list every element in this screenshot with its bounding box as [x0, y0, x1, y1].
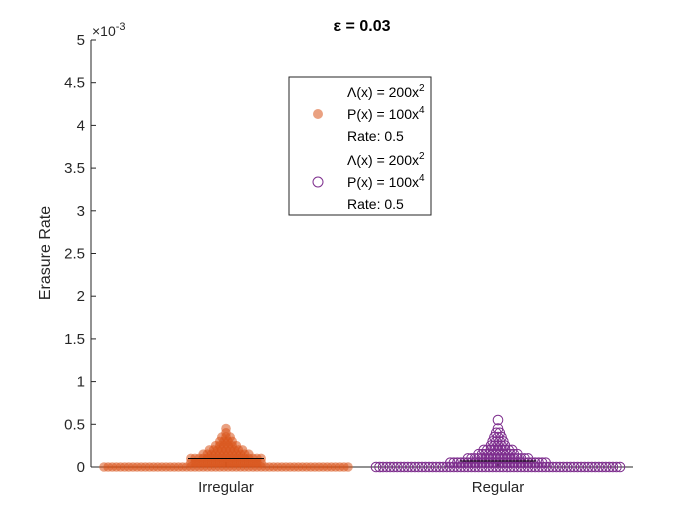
- y-tick-label: 1.5: [64, 331, 85, 348]
- regular-point: [402, 461, 414, 473]
- regular-point: [413, 461, 424, 473]
- legend-text: Λ(x) = 200x2: [347, 83, 425, 100]
- regular-point: [572, 461, 583, 473]
- regular-point: [586, 461, 598, 473]
- y-tick-label: 3: [77, 203, 85, 220]
- regular-point: [614, 461, 626, 473]
- regular-point: [448, 457, 460, 469]
- regular-point: [388, 461, 399, 473]
- y-multiplier-base: ×10: [92, 23, 116, 39]
- regular-point: [575, 461, 587, 473]
- regular-point: [370, 461, 382, 473]
- y-axis-label: Erasure Rate: [37, 206, 54, 300]
- regular-point: [558, 461, 569, 473]
- regular-point: [568, 461, 580, 473]
- regular-point: [607, 461, 619, 473]
- legend-text: Λ(x) = 200x2: [347, 151, 425, 168]
- regular-point: [416, 461, 428, 473]
- regular-point: [427, 461, 438, 473]
- regular-point: [391, 461, 403, 473]
- regular-point: [398, 461, 410, 473]
- regular-point: [430, 461, 442, 473]
- regular-point: [492, 414, 504, 426]
- legend: Λ(x) = 200x2 P(x) = 100x4 Rate: 0.5 Λ(x) = …: [288, 76, 432, 216]
- legend-marker-regular: [312, 176, 324, 188]
- regular-point: [423, 461, 435, 473]
- regular-point: [522, 453, 534, 464]
- regular-point: [434, 461, 445, 473]
- regular-point: [579, 461, 590, 473]
- regular-point: [551, 461, 562, 473]
- y-multiplier: ×10-3: [92, 21, 126, 39]
- y-tick-label: 2: [77, 288, 85, 305]
- regular-point: [492, 423, 504, 434]
- y-tick-label: 2.5: [64, 246, 85, 263]
- regular-point: [420, 461, 431, 473]
- regular-point: [561, 461, 573, 473]
- legend-text: P(x) = 100x4: [347, 173, 425, 190]
- x-tick-label: Regular: [472, 479, 525, 496]
- regular-point: [565, 461, 576, 473]
- regular-point: [462, 453, 474, 464]
- y-tick-label: 5: [77, 32, 85, 49]
- regular-point: [600, 461, 612, 473]
- legend-box: [288, 76, 432, 216]
- regular-point: [473, 448, 484, 460]
- regular-point: [384, 461, 396, 473]
- y-tick-label: 0: [77, 459, 85, 476]
- y-tick-label: 4: [77, 117, 85, 134]
- regular-point: [374, 461, 385, 473]
- y-tick-label: 1: [77, 374, 85, 391]
- regular-point: [597, 461, 608, 473]
- regular-point: [452, 457, 463, 469]
- regular-point: [554, 461, 566, 473]
- y-multiplier-exp: -3: [116, 21, 126, 33]
- data-points: [99, 414, 626, 473]
- legend-text: Rate: 0.5: [347, 128, 404, 144]
- regular-point: [512, 448, 523, 460]
- median-lines: [188, 457, 536, 462]
- x-tick-label: Irregular: [198, 479, 254, 496]
- y-tick-label: 3.5: [64, 160, 85, 177]
- regular-point: [611, 461, 622, 473]
- regular-point: [604, 461, 615, 473]
- y-axis-ticks: 0 0.5 1 1.5 2 2.5 3 3.5 4 4.5 5: [64, 32, 96, 476]
- x-axis-ticks: Irregular Regular: [198, 462, 524, 496]
- regular-point: [593, 461, 605, 473]
- regular-point: [444, 457, 456, 469]
- regular-point: [589, 461, 601, 473]
- regular-point: [533, 457, 544, 469]
- regular-point: [381, 461, 392, 473]
- legend-marker-irregular: [313, 109, 323, 119]
- y-tick-label: 4.5: [64, 75, 85, 92]
- legend-text: Rate: 0.5: [347, 196, 404, 212]
- regular-point: [406, 461, 417, 473]
- irregular-point: [343, 462, 353, 472]
- svg-text:×10-3: ×10-3: [92, 21, 126, 39]
- regular-point: [540, 457, 552, 469]
- regular-point: [409, 461, 421, 473]
- irregular-point: [221, 423, 231, 434]
- regular-point: [536, 457, 548, 469]
- legend-text: P(x) = 100x4: [347, 105, 425, 122]
- chart-title: ε = 0.03: [334, 18, 391, 35]
- regular-point: [377, 461, 389, 473]
- regular-point: [395, 461, 407, 473]
- y-tick-label: 0.5: [64, 416, 85, 433]
- regular-point: [582, 461, 594, 473]
